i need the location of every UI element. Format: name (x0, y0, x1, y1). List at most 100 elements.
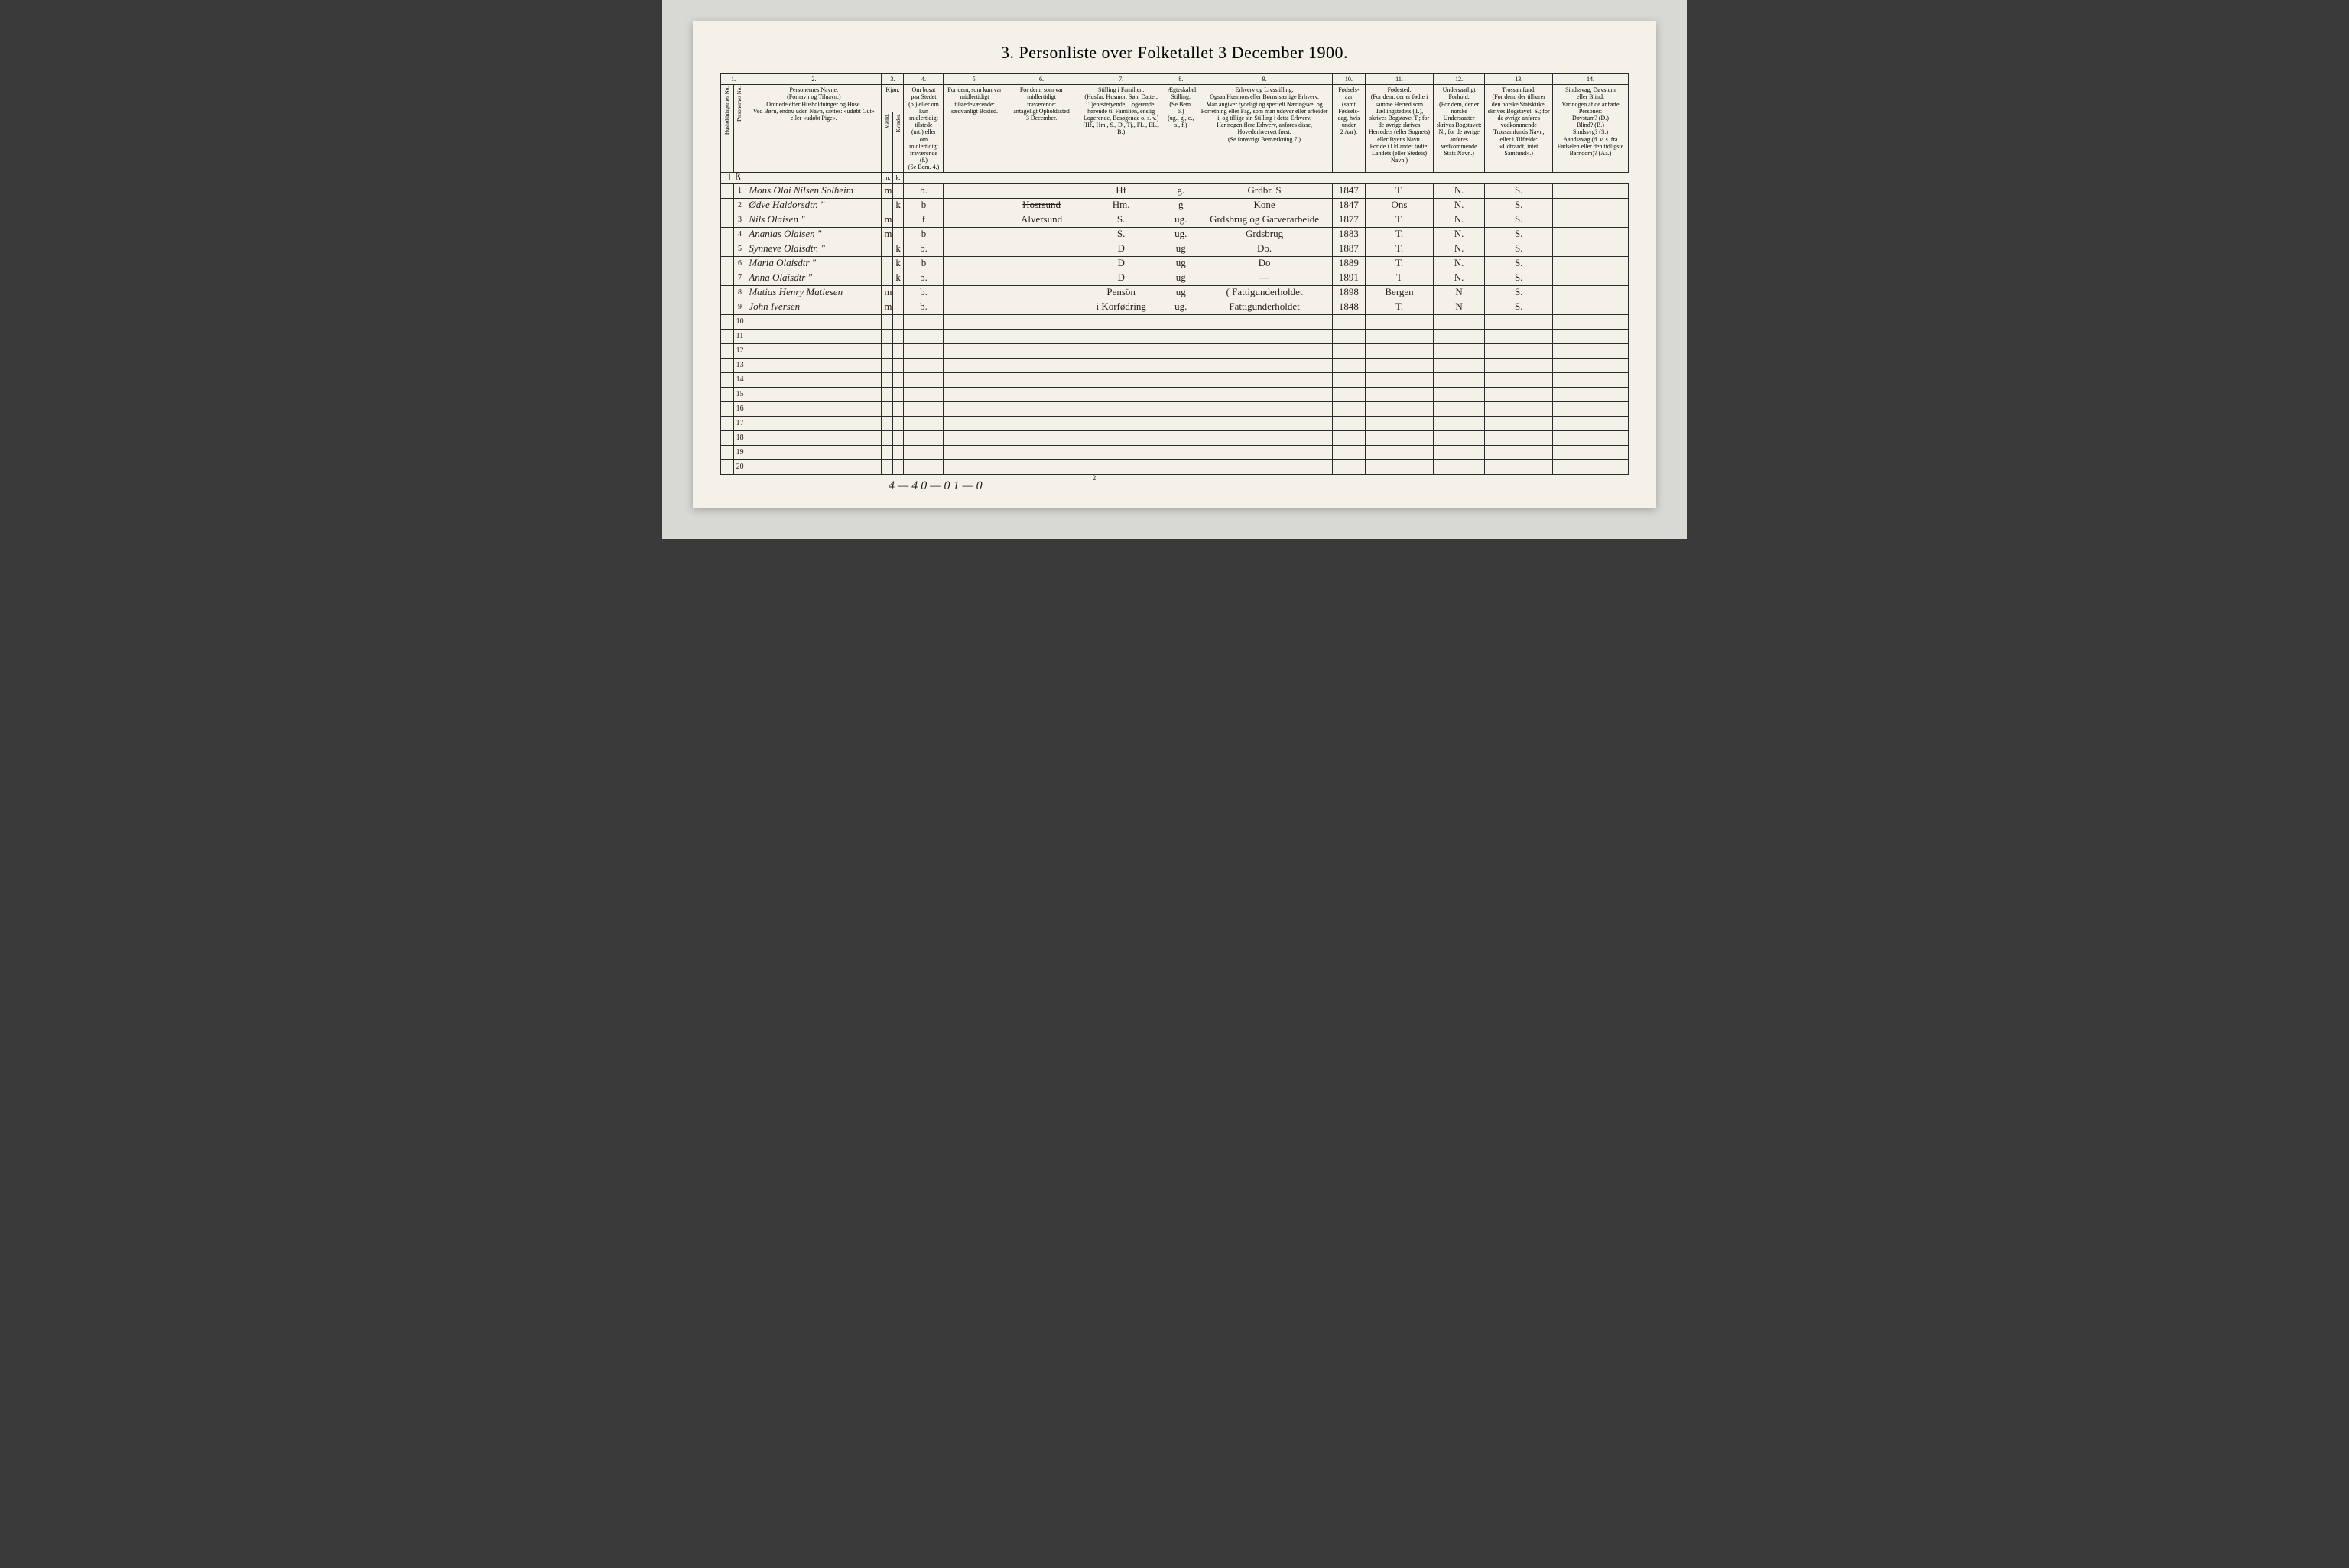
cell-family-pos: Hm. (1077, 198, 1165, 213)
cell-religion: S. (1485, 183, 1553, 198)
cell-empty (882, 459, 893, 474)
cell-disability (1552, 300, 1628, 314)
cell-family-pos: Pensön (1077, 285, 1165, 300)
cell-person-no: 16 (733, 401, 746, 416)
table-row-empty: 13 (721, 358, 1629, 372)
table-row-empty: 19 (721, 445, 1629, 459)
cell-temp-absent (1006, 242, 1077, 256)
table-row: 3Nils Olaisen "mfAlversundS.ug.Grdsbrug … (721, 213, 1629, 227)
cell-empty (882, 314, 893, 329)
cell-household-no (721, 401, 734, 416)
cell-empty (882, 416, 893, 430)
cell-empty (1485, 416, 1553, 430)
cell-sex-k (892, 213, 904, 227)
cell-name: Ananias Olaisen " (746, 227, 882, 242)
cell-empty (1197, 314, 1332, 329)
cell-empty (746, 387, 882, 401)
cell-empty (746, 372, 882, 387)
cell-empty (1366, 358, 1434, 372)
cell-birth-year: 1891 (1332, 271, 1366, 285)
cell-family-pos: Hf (1077, 183, 1165, 198)
cell-empty (1332, 459, 1366, 474)
cell-religion: S. (1485, 213, 1553, 227)
table-body: 1Mons Olai Nilsen Solheimmb.Hfg.Grdbr. S… (721, 183, 1629, 474)
cell-empty (1552, 372, 1628, 387)
colnum-14: 14. (1552, 74, 1628, 85)
cell-residence: b. (904, 183, 944, 198)
cell-temp-present (944, 183, 1006, 198)
cell-sex-k (892, 183, 904, 198)
cell-empty (882, 343, 893, 358)
cell-empty (1165, 372, 1197, 387)
cell-nationality: N. (1433, 213, 1485, 227)
cell-birth-year: 1847 (1332, 198, 1366, 213)
cell-disability (1552, 271, 1628, 285)
cell-empty (904, 372, 944, 387)
cell-disability (1552, 227, 1628, 242)
colnum-10: 10. (1332, 74, 1366, 85)
cell-empty (882, 358, 893, 372)
cell-disability (1552, 198, 1628, 213)
cell-empty (1006, 416, 1077, 430)
cell-empty (1366, 459, 1434, 474)
cell-person-no: 9 (733, 300, 746, 314)
cell-empty (944, 445, 1006, 459)
cell-temp-present (944, 285, 1006, 300)
cell-empty (944, 343, 1006, 358)
colnum-3: 3. (882, 74, 904, 85)
cell-empty (1077, 459, 1165, 474)
cell-empty (1366, 343, 1434, 358)
cell-temp-absent (1006, 183, 1077, 198)
cell-empty (882, 430, 893, 445)
cell-empty (746, 459, 882, 474)
cell-empty (1197, 329, 1332, 343)
cell-residence: b. (904, 300, 944, 314)
cell-empty (1006, 358, 1077, 372)
cell-person-no: 1 (733, 183, 746, 198)
cell-empty (1332, 401, 1366, 416)
cell-empty (1332, 329, 1366, 343)
cell-temp-present (944, 227, 1006, 242)
cell-empty (1485, 430, 1553, 445)
cell-marital: ug (1165, 242, 1197, 256)
cell-empty (1485, 445, 1553, 459)
cell-family-pos: D (1077, 242, 1165, 256)
cell-religion: S. (1485, 285, 1553, 300)
cell-empty (1433, 358, 1485, 372)
cell-empty (892, 372, 904, 387)
cell-name: Nils Olaisen " (746, 213, 882, 227)
table-row-empty: 17 (721, 416, 1629, 430)
cell-empty (892, 401, 904, 416)
cell-religion: S. (1485, 271, 1553, 285)
cell-sex-m (882, 256, 893, 271)
cell-residence: b. (904, 242, 944, 256)
cell-empty (1332, 372, 1366, 387)
cell-person-no: 12 (733, 343, 746, 358)
cell-empty (1165, 430, 1197, 445)
cell-sex-k: k (892, 271, 904, 285)
cell-empty (1552, 401, 1628, 416)
cell-marital: ug. (1165, 300, 1197, 314)
cell-empty (1332, 416, 1366, 430)
cell-empty (1077, 358, 1165, 372)
cell-empty (882, 372, 893, 387)
cell-empty (892, 343, 904, 358)
cell-disability (1552, 183, 1628, 198)
colnum-9: 9. (1197, 74, 1332, 85)
cell-birth-year: 1847 (1332, 183, 1366, 198)
cell-empty (746, 314, 882, 329)
table-row-empty: 14 (721, 372, 1629, 387)
cell-marital: ug (1165, 271, 1197, 285)
cell-empty (1165, 416, 1197, 430)
colnum-5: 5. (944, 74, 1006, 85)
cell-sex-k: k (892, 242, 904, 256)
cell-empty (1433, 430, 1485, 445)
cell-household-no (721, 183, 734, 198)
census-page: 1 ß 3. Personliste over Folketallet 3 De… (693, 21, 1656, 508)
cell-empty (1433, 445, 1485, 459)
cell-empty (904, 329, 944, 343)
cell-sex-m: m (882, 285, 893, 300)
cell-person-no: 4 (733, 227, 746, 242)
cell-empty (1165, 387, 1197, 401)
cell-birth-place: T. (1366, 183, 1434, 198)
